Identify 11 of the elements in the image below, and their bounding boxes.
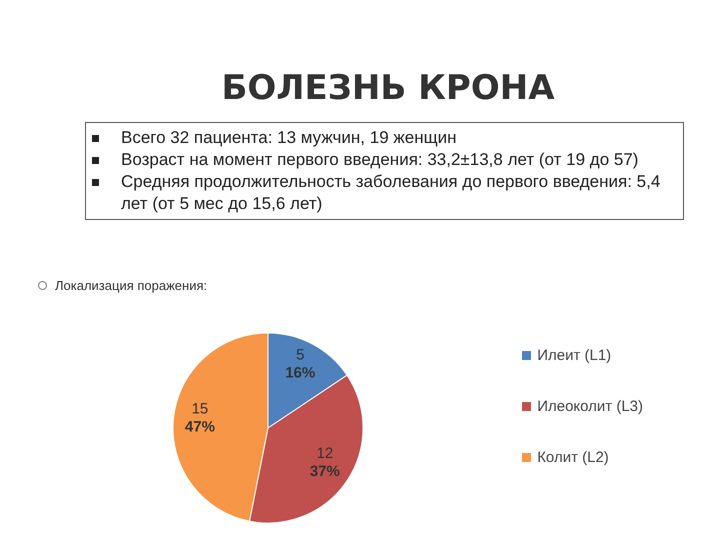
text: Всего 32 пациента: 13 мужчин, 19 женщин	[121, 127, 456, 149]
text: Возраст на момент первого введения: 33,2±13,8 лет (от 19 до 57)	[121, 149, 638, 171]
data-label: 15 47%	[184, 400, 215, 436]
text: Локализация поражения:	[54, 278, 208, 293]
chart-title: БОЛЕЗНЬ КРОНА	[220, 68, 556, 108]
data-label: 12 37%	[310, 445, 340, 480]
data-label: 5 16%	[285, 346, 316, 382]
text: Средняя продолжительность заболевания до первого введения: 5,4 лет (от 5 мес до 15,6 лет)	[121, 171, 662, 215]
legend-label: Илеит (L1)	[536, 346, 612, 364]
legend-label: Колит (L2)	[536, 448, 610, 466]
legend-label: Илеоколит (L3)	[536, 398, 643, 414]
